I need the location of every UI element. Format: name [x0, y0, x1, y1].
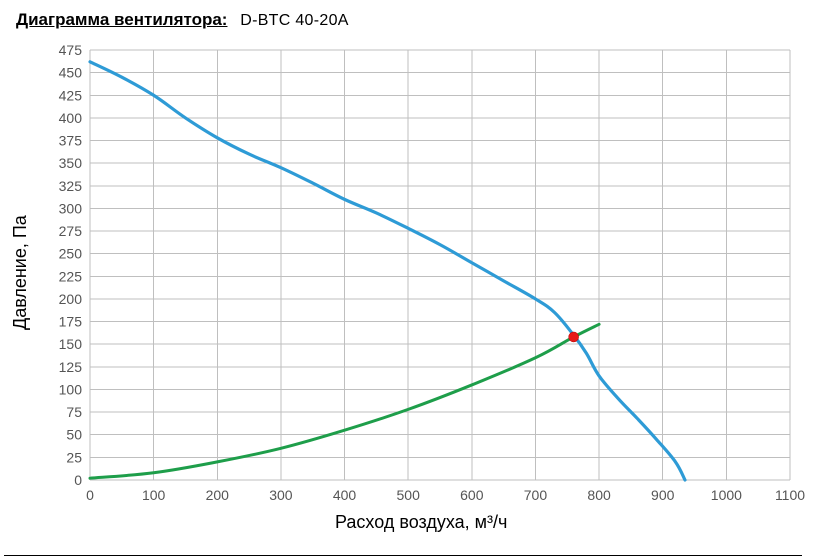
- fan-chart: 0 25 50 75 100 125 150 175 200 225 250 275 300 325 350…: [0, 40, 820, 540]
- x-tick-label: 600: [460, 487, 484, 503]
- x-tick-label: 100: [142, 487, 166, 503]
- y-tick-label: 325: [59, 178, 83, 194]
- y-tick-label: 300: [59, 200, 83, 216]
- y-tick-label: 175: [59, 314, 83, 330]
- page-bottom-rule: [4, 555, 802, 556]
- y-tick-label: 250: [59, 246, 83, 262]
- x-tick-label: 900: [651, 487, 675, 503]
- x-tick-label: 1100: [775, 487, 805, 503]
- page-root: Диаграмма вентилятора: D-BTC 40-20A 0 25 5…: [0, 0, 820, 560]
- x-tick-label: 800: [587, 487, 611, 503]
- y-tick-label: 475: [59, 42, 83, 58]
- x-tick-label: 500: [397, 487, 421, 503]
- y-axis-label: Давление, Па: [10, 215, 31, 330]
- x-axis-label: Расход воздуха, м³/ч: [335, 512, 507, 533]
- y-tick-label: 125: [59, 359, 83, 375]
- y-tick-label: 0: [74, 472, 82, 488]
- x-tick-label: 1000: [711, 487, 742, 503]
- y-tick-label: 450: [59, 65, 83, 81]
- y-tick-label: 225: [59, 268, 83, 284]
- y-tick-label: 50: [66, 427, 82, 443]
- x-tick-label: 300: [269, 487, 293, 503]
- x-tick-label: 0: [86, 487, 94, 503]
- y-tick-label: 200: [59, 291, 83, 307]
- x-tick-label: 700: [524, 487, 548, 503]
- operating-point-marker: [569, 332, 579, 342]
- y-tick-label: 100: [59, 381, 83, 397]
- diagram-heading: Диаграмма вентилятора:: [16, 10, 227, 29]
- y-tick-label: 275: [59, 223, 83, 239]
- chart-container: 0 25 50 75 100 125 150 175 200 225 250 275 300 325 350…: [0, 40, 820, 550]
- y-tick-label: 150: [59, 336, 83, 352]
- diagram-title-row: Диаграмма вентилятора: D-BTC 40-20A: [16, 10, 349, 30]
- y-tick-label: 25: [66, 449, 82, 465]
- y-tick-label: 75: [66, 404, 82, 420]
- y-tick-label: 375: [59, 133, 83, 149]
- y-tick-label: 425: [59, 87, 83, 103]
- fan-model-label: D-BTC 40-20A: [240, 12, 349, 29]
- x-tick-label: 200: [206, 487, 230, 503]
- x-tick-label: 400: [333, 487, 357, 503]
- y-tick-label: 400: [59, 110, 83, 126]
- y-tick-label: 350: [59, 155, 83, 171]
